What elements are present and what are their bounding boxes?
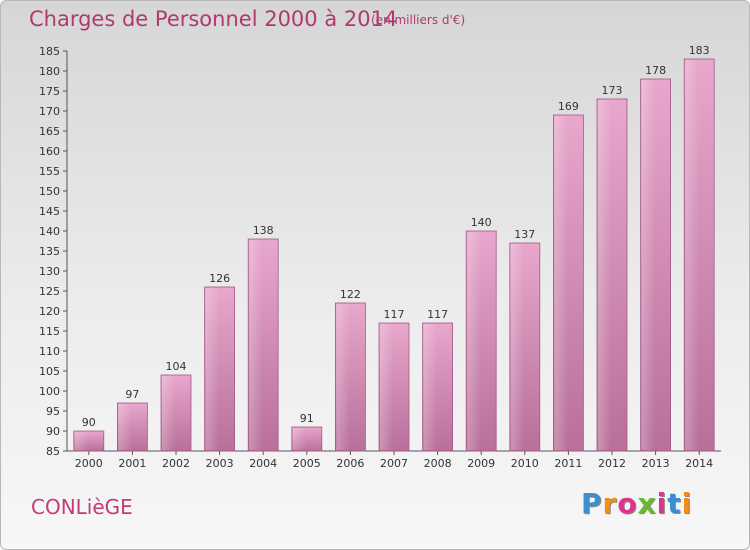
bar-value-label: 97	[125, 388, 139, 401]
bar-2006: 122	[334, 288, 366, 452]
y-tick-label: 155	[39, 165, 60, 178]
bar-highlight	[423, 324, 438, 450]
x-tick-label: 2008	[424, 457, 452, 470]
x-tick-label: 2004	[249, 457, 277, 470]
x-tick-label: 2007	[380, 457, 408, 470]
bar-highlight	[292, 428, 307, 450]
y-tick-label: 100	[39, 385, 60, 398]
logo-letter: P	[581, 487, 603, 520]
x-tick-label: 2009	[467, 457, 495, 470]
y-tick-label: 165	[39, 125, 60, 138]
x-tick-label: 2002	[162, 457, 190, 470]
logo-letter: t	[667, 487, 682, 520]
chart-subtitle: (en milliers d'€)	[371, 13, 466, 27]
bar-2010: 137	[509, 228, 541, 452]
commune-name: CONLièGE	[31, 495, 133, 519]
bar-2002: 104	[160, 360, 192, 452]
logo-letter: i	[681, 487, 693, 520]
x-tick-label: 2000	[75, 457, 103, 470]
y-tick-label: 180	[39, 65, 60, 78]
bar-highlight	[162, 376, 176, 450]
y-tick-label: 185	[39, 45, 60, 58]
bar-highlight	[554, 116, 568, 450]
bar-value-label: 140	[471, 216, 492, 229]
bar-highlight	[74, 432, 89, 450]
y-tick-label: 90	[46, 425, 60, 438]
y-tick-label: 130	[39, 265, 60, 278]
y-tick-label: 105	[39, 365, 60, 378]
bar-highlight	[598, 100, 612, 450]
bar-2011: 169	[553, 100, 584, 452]
y-tick-label: 145	[39, 205, 60, 218]
bar-2001: 97	[117, 388, 148, 452]
bar-value-label: 138	[253, 224, 274, 237]
bar-value-label: 183	[689, 44, 710, 57]
x-tick-label: 2013	[642, 457, 670, 470]
bar-value-label: 173	[602, 84, 623, 97]
bar-2014: 183	[683, 44, 715, 452]
bar-value-label: 137	[514, 228, 535, 241]
bar-2005: 91	[291, 412, 323, 452]
y-tick-label: 135	[39, 245, 60, 258]
y-tick-label: 140	[39, 225, 60, 238]
x-tick-label: 2006	[336, 457, 364, 470]
x-tick-label: 2014	[685, 457, 713, 470]
y-tick-label: 160	[39, 145, 60, 158]
y-tick-label: 120	[39, 305, 60, 318]
bar-highlight	[467, 232, 481, 450]
bar-2012: 173	[596, 84, 628, 452]
bar-value-label: 126	[209, 272, 230, 285]
bar-value-label: 91	[300, 412, 314, 425]
bar-value-label: 122	[340, 288, 361, 301]
y-tick-label: 85	[46, 445, 60, 458]
bar-2004: 138	[247, 224, 279, 452]
logo-letter: r	[602, 487, 618, 520]
bar-2013: 178	[640, 64, 671, 452]
bar-highlight	[336, 304, 350, 450]
bar-value-label: 169	[558, 100, 579, 113]
x-tick-label: 2003	[206, 457, 234, 470]
y-tick-label: 175	[39, 85, 60, 98]
bar-value-label: 117	[384, 308, 405, 321]
x-tick-label: 2005	[293, 457, 321, 470]
x-tick-label: 2001	[118, 457, 146, 470]
logo-letter: i	[656, 487, 668, 520]
bar-highlight	[510, 244, 525, 450]
x-tick-label: 2010	[511, 457, 539, 470]
logo-letter: o	[617, 487, 638, 520]
bar-2008: 117	[422, 308, 454, 452]
bar-value-label: 90	[82, 416, 96, 429]
bar-2009: 140	[465, 216, 497, 452]
y-tick-label: 150	[39, 185, 60, 198]
bar-value-label: 178	[645, 64, 666, 77]
y-tick-label: 115	[39, 325, 60, 338]
bar-highlight	[205, 288, 220, 450]
bar-2000: 90	[73, 416, 105, 452]
proxiti-logo: Proxiti	[581, 487, 692, 520]
bar-value-label: 104	[166, 360, 187, 373]
bar-value-label: 117	[427, 308, 448, 321]
bar-highlight	[685, 60, 699, 450]
x-tick-label: 2011	[554, 457, 582, 470]
bar-2007: 117	[378, 308, 410, 452]
logo-letter: x	[637, 487, 657, 520]
chart-title: Charges de Personnel 2000 à 2014	[29, 7, 398, 31]
y-tick-label: 125	[39, 285, 60, 298]
bar-highlight	[249, 240, 263, 450]
x-tick-label: 2012	[598, 457, 626, 470]
y-tick-label: 95	[46, 405, 60, 418]
y-tick-label: 170	[39, 105, 60, 118]
bar-highlight	[118, 404, 132, 450]
bar-2003: 126	[204, 272, 236, 452]
y-tick-label: 110	[39, 345, 60, 358]
bar-highlight	[380, 324, 394, 450]
bar-highlight	[641, 80, 656, 450]
